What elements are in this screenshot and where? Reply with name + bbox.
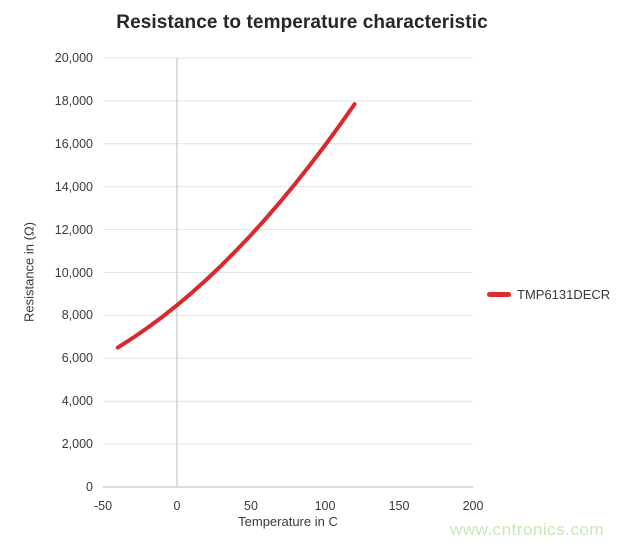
x-tick-label: 150 bbox=[388, 499, 410, 513]
y-tick-label: 0 bbox=[86, 480, 93, 494]
x-tick-label: 0 bbox=[173, 499, 181, 513]
x-tick-label: -50 bbox=[93, 499, 113, 513]
x-tick-label: 50 bbox=[244, 499, 258, 513]
legend: TMP6131DECR bbox=[487, 287, 610, 302]
series-curve bbox=[115, 102, 357, 350]
legend-line-swatch bbox=[487, 292, 511, 297]
watermark: www.cntronics.com bbox=[450, 520, 604, 539]
x-tick-label: 200 bbox=[462, 499, 484, 513]
legend-label: TMP6131DECR bbox=[517, 287, 611, 302]
y-tick-label: 18,000 bbox=[54, 93, 93, 108]
chart-title: Resistance to temperature characteristic bbox=[116, 12, 488, 33]
x-tick-label: 100 bbox=[314, 499, 336, 513]
y-tick-label: 20,000 bbox=[54, 51, 93, 65]
y-tick-label: 16,000 bbox=[54, 136, 93, 151]
y-tick-label: 4,000 bbox=[61, 394, 93, 409]
y-tick-label: 14,000 bbox=[54, 179, 93, 194]
y-tick-label: 2,000 bbox=[61, 437, 93, 452]
y-tick-label: 8,000 bbox=[61, 308, 93, 323]
x-axis-title: Temperature in C bbox=[238, 514, 338, 529]
y-tick-label: 6,000 bbox=[61, 351, 93, 366]
plot-area bbox=[103, 57, 473, 488]
y-tick-label: 12,000 bbox=[54, 222, 93, 237]
y-tick-label: 10,000 bbox=[54, 265, 93, 280]
